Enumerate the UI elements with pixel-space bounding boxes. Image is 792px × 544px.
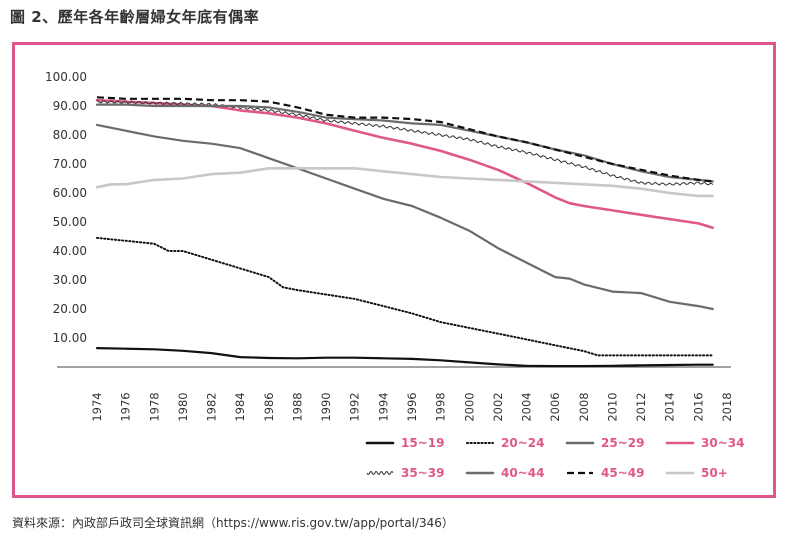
x-tick-label: 1986 [262, 392, 276, 421]
x-tick-label: 2004 [520, 392, 534, 421]
y-tick-label: 100.00 [45, 70, 87, 84]
series-line-20~24 [96, 236, 714, 357]
x-tick-label: 2006 [548, 392, 562, 421]
y-tick-label: 40.00 [53, 244, 87, 258]
legend-item-45~49: 45~49 [567, 466, 644, 480]
legend-label: 15~19 [401, 436, 444, 450]
x-tick-label: 2002 [491, 392, 505, 421]
x-tick-label: 2010 [605, 392, 619, 421]
legend-label: 35~39 [401, 466, 444, 480]
legend-item-35~39: 35~39 [366, 466, 444, 480]
x-tick-label: 1994 [376, 392, 390, 421]
y-axis-ticks: 10.00 20.00 30.00 40.00 50.00 60.00 70.00 80.00… [45, 70, 87, 345]
x-tick-label: 2012 [634, 392, 648, 421]
x-tick-label: 1988 [290, 392, 304, 421]
legend-label: 25~29 [601, 436, 644, 450]
series-line-25~29 [95, 123, 714, 311]
x-tick-label: 1980 [176, 392, 190, 421]
source-note: 資料來源：內政部戶政司全球資訊網（https://www.ris.gov.tw/… [12, 516, 454, 530]
legend-item-30~34: 30~34 [665, 436, 744, 450]
y-tick-label: 80.00 [53, 128, 87, 142]
series-lines [95, 96, 714, 368]
x-tick-label: 1990 [319, 392, 333, 421]
x-tick-label: 1998 [434, 392, 448, 421]
legend-label: 30~34 [701, 436, 744, 450]
y-tick-label: 20.00 [53, 302, 87, 316]
y-tick-label: 10.00 [53, 331, 87, 345]
y-tick-label: 60.00 [53, 186, 87, 200]
line-chart: 10.00 20.00 30.00 40.00 50.00 60.00 70.00 80.00… [45, 70, 744, 480]
x-tick-label: 2016 [691, 392, 705, 421]
legend-item-50+: 50+ [665, 466, 728, 480]
x-tick-label: 1996 [405, 392, 419, 421]
y-tick-label: 50.00 [53, 215, 87, 229]
x-tick-label: 1974 [90, 392, 104, 421]
y-tick-label: 90.00 [53, 99, 87, 113]
legend-label: 45~49 [601, 466, 644, 480]
series-line-35~39 [96, 99, 714, 186]
legend-item-25~29: 25~29 [565, 436, 644, 450]
legend: 15~19 20~24 25~29 30~34 35~39 40~44 45~49 50+ [365, 436, 744, 480]
series-line-45~49 [96, 96, 713, 183]
x-tick-label: 1978 [147, 392, 161, 421]
x-tick-label: 1992 [348, 392, 362, 421]
x-tick-label: 1984 [233, 392, 247, 421]
legend-item-15~19: 15~19 [365, 436, 444, 450]
x-tick-label: 2000 [462, 392, 476, 421]
series-line-50+ [95, 167, 714, 198]
legend-label: 50+ [701, 466, 728, 480]
x-tick-label: 2018 [720, 392, 734, 421]
y-tick-label: 70.00 [53, 157, 87, 171]
figure-title: 圖 2、歷年各年齡層婦女年底有偶率 [10, 8, 260, 26]
x-tick-label: 1982 [205, 392, 219, 421]
x-tick-label: 2014 [663, 392, 677, 421]
legend-swatch [366, 470, 394, 476]
x-tick-label: 2008 [577, 392, 591, 421]
y-tick-label: 30.00 [53, 273, 87, 287]
chart-frame: 10.00 20.00 30.00 40.00 50.00 60.00 70.00 80.00… [12, 42, 776, 498]
legend-item-20~24: 20~24 [466, 436, 544, 450]
x-tick-label: 1976 [119, 392, 133, 421]
legend-item-40~44: 40~44 [465, 466, 544, 480]
series-line-15~19 [95, 347, 714, 368]
legend-label: 40~44 [501, 466, 544, 480]
legend-label: 20~24 [501, 436, 544, 450]
x-axis: 1974 1976 1978 1980 1982 1984 1986 1988 1990 1992… [57, 366, 734, 422]
